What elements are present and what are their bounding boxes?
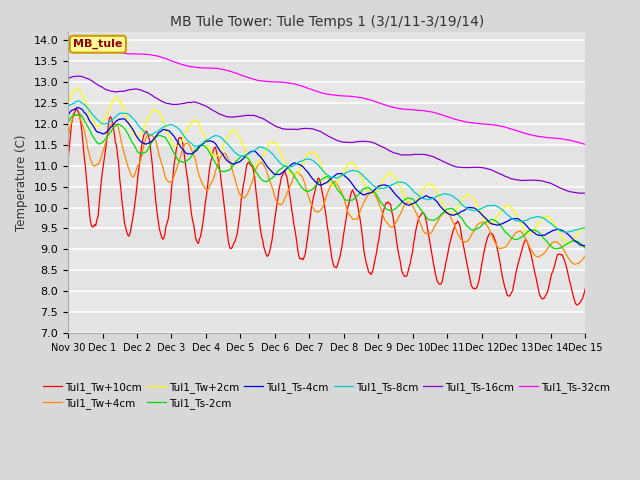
Line: Tul1_Ts-4cm: Tul1_Ts-4cm <box>68 108 586 246</box>
Tul1_Ts-4cm <box>575 240 582 246</box>
Tul1_Ts-16cm <box>582 191 589 196</box>
Tul1_Ts-8cm <box>576 226 584 232</box>
Bar <box>68 61 586 82</box>
Tul1_Ts-2cm <box>576 240 584 246</box>
Line: Tul1_Ts-8cm: Tul1_Ts-8cm <box>68 101 586 232</box>
Tul1_Ts-4cm <box>561 229 568 235</box>
Tul1_Ts-2cm <box>357 189 365 195</box>
Tul1_Tw+4cm <box>74 112 82 118</box>
Tul1_Tw+2cm <box>152 108 159 113</box>
Tul1_Ts-2cm <box>64 120 72 126</box>
Tul1_Ts-8cm <box>561 229 568 235</box>
Tul1_Tw+10cm <box>123 229 131 235</box>
Tul1_Ts-8cm <box>64 104 72 109</box>
Tul1_Tw+4cm <box>152 137 159 143</box>
Tul1_Tw+4cm <box>64 134 72 140</box>
Tul1_Tw+2cm <box>582 223 589 229</box>
Tul1_Ts-8cm <box>152 130 159 135</box>
Line: Tul1_Ts-2cm: Tul1_Ts-2cm <box>68 114 586 249</box>
Tul1_Tw+2cm <box>64 101 72 107</box>
Tul1_Tw+4cm <box>571 262 579 267</box>
Y-axis label: Temperature (C): Temperature (C) <box>15 134 28 230</box>
Tul1_Ts-8cm <box>440 191 447 197</box>
Tul1_Tw+4cm <box>576 260 584 265</box>
Tul1_Tw+10cm <box>573 302 581 308</box>
Tul1_Ts-16cm <box>74 73 82 79</box>
Tul1_Ts-8cm <box>563 229 571 235</box>
Tul1_Ts-32cm <box>561 136 568 142</box>
Line: Tul1_Tw+2cm: Tul1_Tw+2cm <box>68 88 586 244</box>
Tul1_Ts-32cm <box>575 140 582 145</box>
Tul1_Tw+2cm <box>357 172 365 178</box>
Tul1_Ts-4cm <box>357 190 365 196</box>
Tul1_Ts-32cm <box>152 53 159 59</box>
Tul1_Ts-32cm <box>68 37 76 43</box>
Tul1_Tw+4cm <box>440 210 447 216</box>
Tul1_Tw+10cm <box>64 156 72 162</box>
Tul1_Tw+2cm <box>565 241 573 247</box>
Tul1_Ts-2cm <box>152 134 159 140</box>
Title: MB Tule Tower: Tule Temps 1 (3/1/11-3/19/14): MB Tule Tower: Tule Temps 1 (3/1/11-3/19… <box>170 15 484 29</box>
Tul1_Ts-4cm <box>74 105 81 110</box>
Bar <box>68 19 586 40</box>
Tul1_Ts-4cm <box>582 243 589 249</box>
Legend: Tul1_Tw+10cm, Tul1_Tw+4cm, Tul1_Tw+2cm, Tul1_Ts-2cm, Tul1_Ts-4cm, Tul1_Ts-8cm, T: Tul1_Tw+10cm, Tul1_Tw+4cm, Tul1_Tw+2cm, … <box>39 378 614 413</box>
Tul1_Ts-2cm <box>562 242 570 248</box>
Tul1_Tw+4cm <box>357 207 365 213</box>
Tul1_Tw+10cm <box>152 196 159 202</box>
Tul1_Tw+2cm <box>74 85 81 91</box>
Tul1_Ts-2cm <box>76 111 83 117</box>
Bar <box>68 270 586 291</box>
Tul1_Tw+2cm <box>561 238 568 244</box>
Bar <box>68 187 586 207</box>
Text: MB_tule: MB_tule <box>73 39 123 49</box>
Tul1_Tw+4cm <box>123 159 131 165</box>
Tul1_Tw+10cm <box>582 286 589 291</box>
Bar <box>68 103 586 124</box>
Tul1_Ts-8cm <box>74 98 82 104</box>
Line: Tul1_Ts-16cm: Tul1_Ts-16cm <box>68 76 586 193</box>
Tul1_Ts-32cm <box>582 142 589 147</box>
Tul1_Ts-2cm <box>440 209 447 215</box>
Line: Tul1_Tw+10cm: Tul1_Tw+10cm <box>68 108 586 305</box>
Tul1_Ts-16cm <box>440 159 447 165</box>
Tul1_Tw+10cm <box>72 106 80 111</box>
Tul1_Tw+2cm <box>440 204 447 209</box>
Tul1_Tw+10cm <box>576 300 584 306</box>
Tul1_Ts-8cm <box>357 171 365 177</box>
Tul1_Tw+4cm <box>582 253 589 259</box>
Tul1_Ts-4cm <box>152 134 159 140</box>
Tul1_Ts-16cm <box>575 190 582 196</box>
Tul1_Tw+2cm <box>576 229 584 235</box>
Line: Tul1_Ts-32cm: Tul1_Ts-32cm <box>68 40 586 144</box>
Tul1_Ts-2cm <box>552 246 559 252</box>
Tul1_Ts-16cm <box>357 139 365 144</box>
Tul1_Ts-4cm <box>123 119 131 124</box>
Line: Tul1_Tw+4cm: Tul1_Tw+4cm <box>68 115 586 264</box>
Tul1_Ts-8cm <box>582 226 589 231</box>
Tul1_Ts-16cm <box>152 95 159 101</box>
Tul1_Ts-32cm <box>64 37 72 43</box>
Tul1_Ts-16cm <box>64 75 72 81</box>
Bar <box>68 312 586 333</box>
Bar <box>68 228 586 250</box>
Tul1_Tw+4cm <box>561 248 568 254</box>
Tul1_Ts-4cm <box>440 207 447 213</box>
Bar <box>68 144 586 166</box>
Tul1_Ts-32cm <box>440 112 447 118</box>
Tul1_Tw+10cm <box>440 271 447 276</box>
Tul1_Tw+10cm <box>561 258 568 264</box>
Tul1_Ts-2cm <box>123 130 131 135</box>
Tul1_Ts-8cm <box>123 110 131 116</box>
Tul1_Ts-16cm <box>561 187 568 193</box>
Tul1_Ts-32cm <box>123 51 131 57</box>
Tul1_Tw+10cm <box>357 220 365 226</box>
Tul1_Ts-4cm <box>64 112 72 118</box>
Tul1_Tw+2cm <box>123 115 131 120</box>
Tul1_Ts-2cm <box>582 245 589 251</box>
Tul1_Ts-32cm <box>357 95 365 100</box>
Tul1_Ts-16cm <box>123 87 131 93</box>
